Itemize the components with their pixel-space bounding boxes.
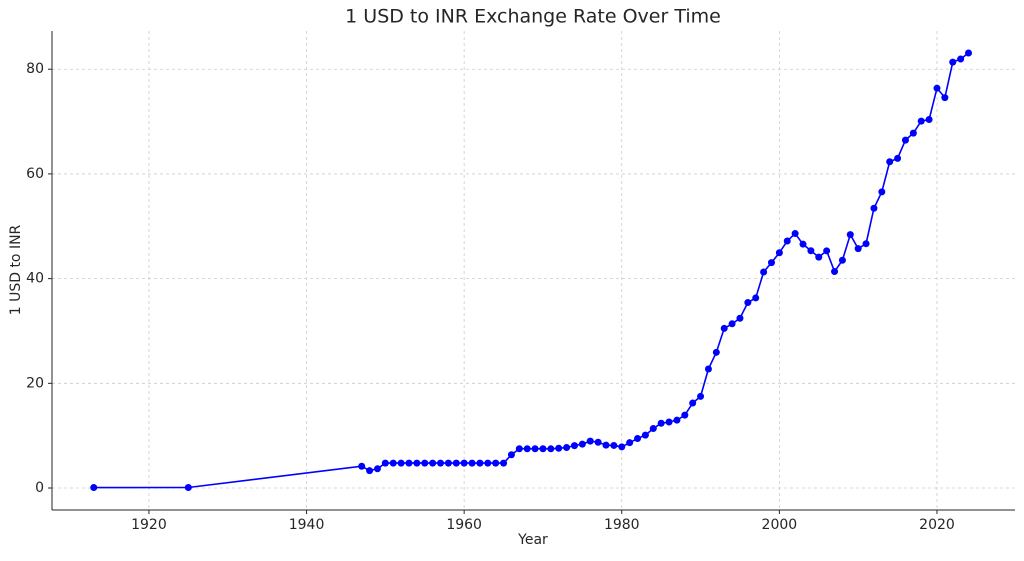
- data-point: [539, 445, 547, 453]
- data-point: [775, 249, 783, 257]
- data-point: [965, 49, 973, 57]
- data-point: [586, 437, 594, 445]
- data-point: [854, 245, 862, 253]
- data-point: [894, 154, 902, 162]
- data-point: [783, 237, 791, 245]
- data-point: [421, 459, 429, 467]
- y-tick-label: 40: [26, 271, 44, 287]
- data-point: [610, 441, 618, 449]
- data-point: [949, 58, 957, 66]
- data-point: [366, 467, 374, 475]
- data-point: [657, 419, 665, 427]
- data-point: [697, 392, 705, 400]
- data-point: [901, 136, 909, 144]
- data-point: [720, 324, 728, 332]
- data-point: [429, 459, 437, 467]
- data-point: [807, 247, 815, 255]
- x-tick-label: 1920: [131, 517, 167, 533]
- data-point: [838, 256, 846, 264]
- data-point: [641, 431, 649, 439]
- data-point: [767, 259, 775, 267]
- x-tick-label: 1940: [289, 517, 325, 533]
- x-tick-label: 1980: [604, 517, 640, 533]
- data-point: [578, 440, 586, 448]
- data-point: [791, 230, 799, 238]
- data-point: [870, 204, 878, 212]
- data-point: [547, 445, 555, 453]
- data-point: [389, 459, 397, 467]
- data-point: [476, 459, 484, 467]
- data-point: [90, 484, 98, 492]
- chart-title: 1 USD to INR Exchange Rate Over Time: [345, 6, 721, 28]
- data-point: [736, 314, 744, 322]
- data-point: [618, 443, 626, 451]
- y-tick-label: 80: [26, 61, 44, 77]
- data-point: [752, 294, 760, 302]
- y-tick-label: 60: [26, 166, 44, 182]
- data-point: [933, 84, 941, 92]
- data-point: [437, 459, 445, 467]
- data-point: [909, 129, 917, 137]
- data-point: [460, 459, 468, 467]
- data-point: [799, 240, 807, 248]
- data-point: [634, 434, 642, 442]
- data-point: [815, 253, 823, 261]
- data-point: [704, 365, 712, 373]
- data-point: [941, 94, 949, 102]
- data-point: [760, 268, 768, 276]
- data-point: [563, 443, 571, 451]
- y-tick-label: 0: [35, 480, 44, 496]
- data-point: [492, 459, 500, 467]
- data-point: [515, 445, 523, 453]
- data-point: [523, 445, 531, 453]
- data-point: [594, 438, 602, 446]
- data-point: [712, 348, 720, 356]
- data-point: [878, 188, 886, 196]
- data-point: [555, 444, 563, 452]
- data-point: [444, 459, 452, 467]
- data-point: [846, 231, 854, 239]
- x-tick-label: 2020: [919, 517, 955, 533]
- data-point: [184, 483, 192, 491]
- data-point: [373, 465, 381, 473]
- data-point: [673, 416, 681, 424]
- data-point: [917, 117, 925, 125]
- data-point: [681, 411, 689, 419]
- data-point: [405, 459, 413, 467]
- data-point: [381, 459, 389, 467]
- data-point: [468, 459, 476, 467]
- data-point: [531, 445, 539, 453]
- x-axis-label: Year: [517, 532, 548, 548]
- data-point: [744, 299, 752, 307]
- data-point: [862, 240, 870, 248]
- data-point: [570, 442, 578, 450]
- data-point: [413, 459, 421, 467]
- data-point: [484, 459, 492, 467]
- data-point: [957, 55, 965, 63]
- data-point: [507, 451, 515, 459]
- x-tick-label: 1960: [446, 517, 482, 533]
- x-tick-label: 2000: [762, 517, 798, 533]
- data-point: [689, 399, 697, 407]
- data-point: [649, 425, 657, 433]
- data-point: [452, 459, 460, 467]
- data-point: [500, 459, 508, 467]
- data-point: [925, 116, 933, 124]
- y-tick-label: 20: [26, 375, 44, 391]
- data-point: [831, 268, 839, 276]
- y-axis-label: 1 USD to INR: [8, 224, 24, 315]
- data-point: [886, 158, 894, 166]
- data-point: [358, 462, 366, 470]
- data-point: [823, 247, 831, 255]
- data-point: [626, 439, 634, 447]
- data-point: [602, 441, 610, 449]
- data-point: [728, 320, 736, 328]
- data-point: [665, 418, 673, 426]
- data-point: [397, 459, 405, 467]
